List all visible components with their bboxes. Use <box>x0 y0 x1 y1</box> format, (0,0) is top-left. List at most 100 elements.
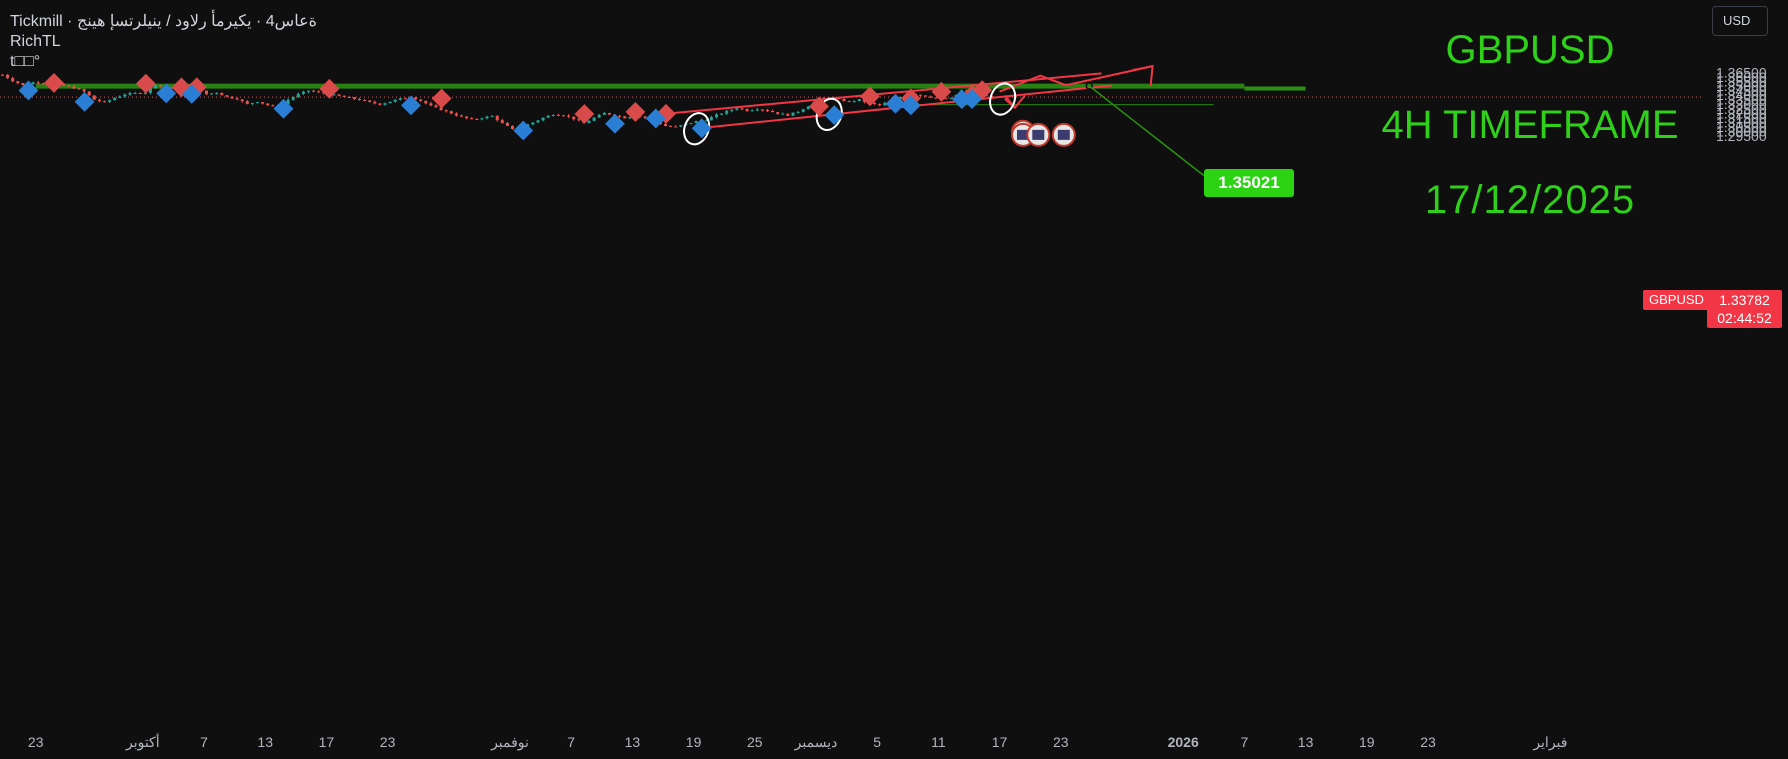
candle-body <box>92 95 96 100</box>
candle-body <box>985 95 989 97</box>
y-tick-label: 1.35500 <box>1716 74 1767 90</box>
indicator-controls[interactable]: t□□° <box>10 53 41 70</box>
candle-body <box>337 94 341 96</box>
candle-body <box>801 109 805 112</box>
swing-low-marker <box>273 98 294 119</box>
candle-body <box>159 84 163 86</box>
candle-body <box>562 115 565 117</box>
candle-body <box>444 110 448 112</box>
candle-body <box>11 78 15 82</box>
candle-body <box>41 83 45 85</box>
x-tick-label: أكتوبر <box>125 732 160 751</box>
swing-low-marker <box>605 113 625 134</box>
arrow-head-up <box>1132 64 1154 87</box>
candle-body <box>347 96 351 98</box>
candle-body <box>511 125 514 130</box>
x-tick-label: 17 <box>319 734 335 750</box>
candle-body <box>470 118 474 120</box>
candle-body <box>403 98 407 100</box>
candle-body <box>669 126 673 128</box>
y-tick-label: 1.29500 <box>1716 128 1767 144</box>
price-axis[interactable]: 1.365001.360001.355001.350001.345001.340… <box>1704 0 1788 759</box>
y-tick-label: 1.34000 <box>1716 87 1767 103</box>
swing-high-marker <box>625 102 646 122</box>
y-tick-label: 1.33500 <box>1716 92 1767 108</box>
x-tick-label: 7 <box>567 734 575 750</box>
x-tick-label: فبراير <box>1532 734 1567 751</box>
candle-body <box>414 97 418 100</box>
candle-body <box>689 123 693 125</box>
swing-low-marker <box>401 95 421 116</box>
candle-body <box>424 100 428 104</box>
candle-body <box>128 93 132 95</box>
candle-body <box>123 94 127 97</box>
candle-body <box>505 122 509 126</box>
swing-high-marker <box>860 86 880 107</box>
x-tick-label: 2026 <box>1168 734 1199 750</box>
candle-body <box>235 98 239 100</box>
x-tick-label: 7 <box>200 734 208 750</box>
candle-body <box>332 94 336 96</box>
symbol-price-label: GBPUSD <box>1643 290 1710 310</box>
swing-low-marker <box>156 83 177 104</box>
candle-body <box>883 102 887 106</box>
candle-body <box>72 86 76 89</box>
candle-body <box>210 93 214 95</box>
candle-body <box>434 105 438 108</box>
time-axis[interactable]: 23 أكتوبر 7 13 17 23 نوفمبر 7 13 19 25 ديسمبر 5 11 17 2… <box>28 732 1568 751</box>
candle-body <box>383 103 387 105</box>
candle-body <box>342 95 346 97</box>
x-tick-label: 23 <box>380 734 396 750</box>
candle-body <box>776 112 780 114</box>
currency-button[interactable]: USD <box>1712 6 1768 36</box>
y-tick-label: 1.30000 <box>1716 123 1767 139</box>
candle-body <box>546 115 550 118</box>
symbol-source-line[interactable]: Tickmill · ةعاس4 · يكيرمأ رلاود / ينيلرت… <box>10 13 317 30</box>
candle-body <box>919 94 922 96</box>
candle-body <box>266 103 270 106</box>
indicator-name[interactable]: RichTL <box>10 33 61 50</box>
bar-countdown: 02:44:52 <box>1717 310 1772 326</box>
candle-body <box>643 116 647 118</box>
candle-body <box>786 113 790 116</box>
y-tick-label: 1.36500 <box>1716 65 1767 81</box>
candle-body <box>291 97 295 100</box>
x-tick-label: 23 <box>28 734 44 750</box>
candle-body <box>567 115 571 117</box>
swing-markers <box>18 73 993 141</box>
candle-body <box>898 97 902 99</box>
candle-body <box>108 100 112 102</box>
candle-body <box>296 93 300 98</box>
candle-body <box>715 114 718 118</box>
candle-body <box>495 115 499 121</box>
price-axis-bg <box>1704 0 1788 759</box>
swing-high-marker <box>44 73 64 93</box>
candle-body <box>745 109 749 112</box>
candle-body <box>225 95 229 97</box>
last-price: 1.33782 <box>1719 292 1770 308</box>
x-tick-label: 13 <box>625 734 641 750</box>
candle-body <box>490 115 494 117</box>
candle-body <box>6 74 10 79</box>
economic-events[interactable] <box>1011 119 1076 147</box>
y-tick-label: 1.35000 <box>1716 78 1767 94</box>
candle-body <box>556 114 560 116</box>
swing-low-marker <box>513 120 534 141</box>
flag-emblem-icon <box>1057 129 1070 140</box>
candle-body <box>730 109 734 111</box>
candle-body <box>363 100 367 102</box>
candle-body <box>847 101 851 103</box>
arrow-head-down <box>1004 95 1026 110</box>
candle-body <box>36 82 40 84</box>
candle-body <box>103 101 106 103</box>
candle-body <box>77 88 81 90</box>
candle-body <box>791 112 795 116</box>
x-tick-label: 19 <box>1359 734 1375 750</box>
candle-body <box>857 99 861 101</box>
candle-body <box>1 74 4 76</box>
candle-body <box>230 96 234 99</box>
candle-body <box>398 98 402 100</box>
candle-body <box>67 85 71 87</box>
candle-body <box>934 97 938 99</box>
